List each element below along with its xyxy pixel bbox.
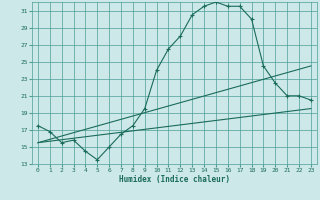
X-axis label: Humidex (Indice chaleur): Humidex (Indice chaleur) <box>119 175 230 184</box>
